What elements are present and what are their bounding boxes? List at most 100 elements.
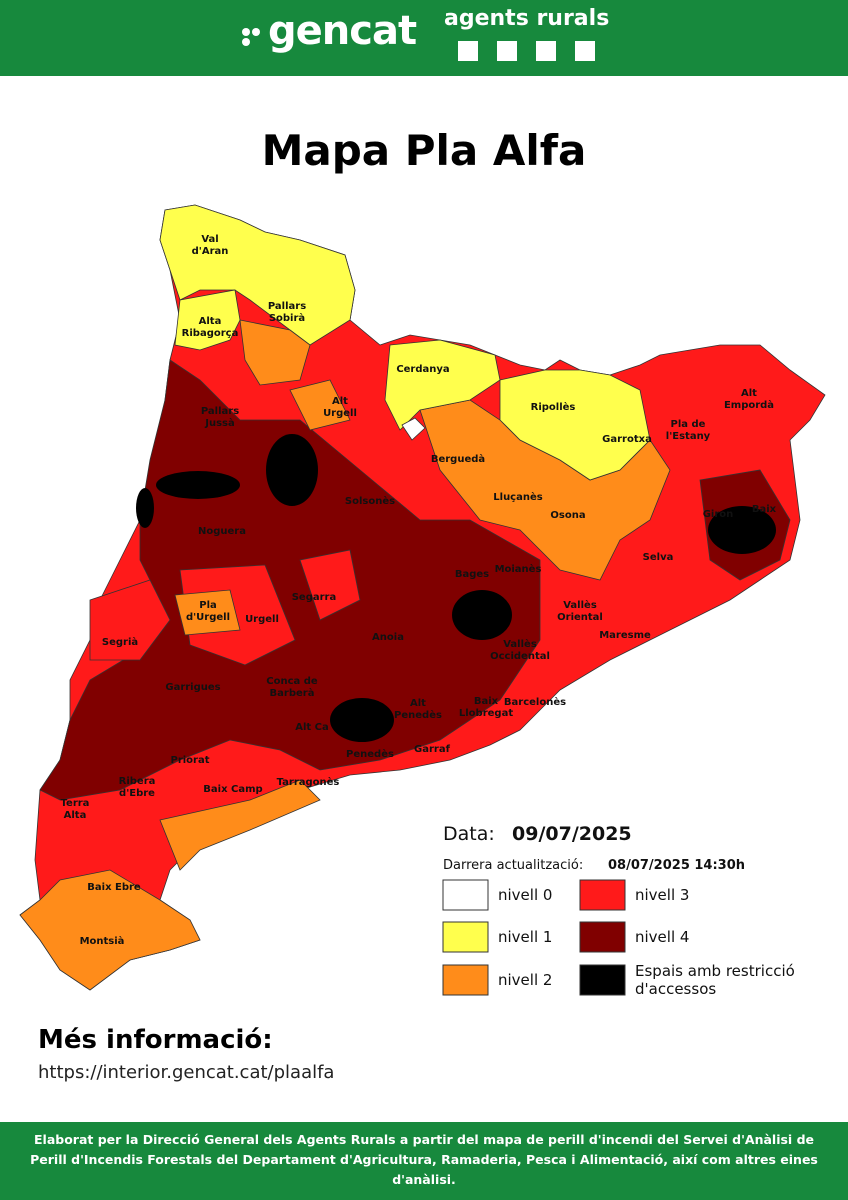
info-url[interactable]: https://interior.gencat.cat/plaalfa [38, 1062, 335, 1083]
region-level-2 [239, 319, 311, 386]
legend-swatch [579, 964, 626, 996]
restricted-area [266, 434, 318, 506]
region-label: Garrotxa [602, 434, 652, 445]
region-label: Alt [410, 698, 426, 709]
legend-swatch [579, 921, 626, 953]
region-label: Vallès [563, 599, 597, 611]
region-level-1 [384, 339, 501, 431]
unit-square [575, 41, 595, 61]
region-label: Baix Camp [203, 784, 262, 795]
region-label: Baix [752, 504, 777, 515]
region-label: Montsià [80, 935, 125, 947]
restricted-area [136, 488, 154, 528]
region-label: Alta [64, 810, 87, 821]
region-label: Bages [455, 569, 489, 580]
region-label: Selva [643, 552, 674, 563]
region-level-0 [401, 417, 426, 441]
region-label: Baix Ebre [87, 882, 141, 893]
region-label: Ribagorça [182, 328, 239, 339]
region-label: Moianès [495, 563, 542, 575]
restricted-area [156, 471, 240, 499]
region-level-3 [299, 549, 361, 621]
region-label: Baix [474, 696, 499, 707]
region-label: Vallès [503, 638, 537, 650]
region-label: Segarra [292, 592, 337, 603]
region-label: Barberà [270, 687, 315, 699]
logo-dot [242, 38, 250, 46]
update-value: 08/07/2025 14:30h [608, 858, 745, 873]
legend-label: nivell 2 [498, 971, 552, 989]
region-label: Osona [550, 510, 585, 521]
date-value: 09/07/2025 [512, 823, 632, 845]
region-label: Lluçanès [493, 491, 542, 503]
region-label: Empordà [724, 399, 774, 411]
region-label: Noguera [198, 526, 246, 537]
region-label: Alt [332, 396, 348, 407]
header: gencat agents rurals [0, 0, 848, 76]
legend-swatch [579, 879, 626, 911]
region-level-2 [159, 779, 321, 871]
region-label: Penedès [394, 709, 442, 721]
region-label: Ripollès [531, 401, 576, 413]
region-label: Garraf [414, 744, 451, 755]
region-label: Barcelonès [504, 696, 566, 708]
region-label: Alt Ca [295, 722, 329, 733]
region-level-2 [19, 869, 201, 991]
region-label: Conca de [266, 676, 318, 687]
map: Vald'AranAltaRibagorçaPallarsSobiràPalla… [19, 204, 826, 998]
region-label: Sobirà [269, 312, 305, 324]
region-label: Anoia [372, 632, 404, 643]
region-label: Pallars [201, 406, 239, 417]
brand: gencat [268, 8, 417, 54]
region-label: Giron [703, 509, 734, 520]
region-label: d'Urgell [186, 612, 230, 623]
legend-swatch [442, 964, 489, 996]
legend-label: nivell 3 [635, 886, 689, 904]
region-label: Val [201, 234, 218, 245]
restricted-area [452, 590, 512, 640]
date-label: Data: [443, 823, 495, 845]
unit-square [497, 41, 517, 61]
footer: Elaborat per la Direcció General dels Ag… [0, 1122, 848, 1200]
region-label: Llobregat [459, 708, 513, 719]
region-level-2 [174, 589, 241, 636]
region-label: Urgell [323, 408, 357, 419]
region-label: Alt [741, 388, 757, 399]
legend-label: nivell 4 [635, 928, 689, 946]
legend-label: Espais amb restricció [635, 962, 795, 980]
region-label: Priorat [170, 755, 209, 766]
region-level-1 [174, 289, 241, 351]
region-level-1 [499, 369, 651, 481]
region-label: Occidental [490, 651, 550, 662]
title: Mapa Pla Alfa [261, 126, 587, 175]
restricted-areas [136, 434, 776, 742]
unit-name: agents rurals [444, 6, 610, 31]
unit-square [536, 41, 556, 61]
region-label: Berguedà [431, 453, 485, 465]
legend-swatch [442, 921, 489, 953]
region-label: Oriental [557, 612, 603, 623]
region-label: Garrigues [165, 682, 220, 693]
region-level-2 [289, 379, 351, 431]
region-label: Pallars [268, 301, 306, 312]
region-label: Maresme [599, 630, 651, 641]
region-label: l'Estany [666, 431, 711, 442]
logo-dot [252, 28, 260, 36]
unit-square [458, 41, 478, 61]
legend-swatch [442, 879, 489, 911]
restricted-area [708, 506, 776, 554]
logo-dot [242, 28, 250, 36]
region-labels: Vald'AranAltaRibagorçaPallarsSobiràPalla… [61, 234, 777, 947]
region-label: Solsonès [345, 495, 395, 507]
region-label: Pla [199, 600, 217, 611]
regions [19, 204, 826, 991]
legend-label: d'accessos [635, 980, 716, 998]
region-level-3 [89, 579, 171, 661]
region-label: Pla de [671, 419, 706, 430]
region-label: Cerdanya [396, 364, 449, 375]
legend: Data: 09/07/2025 Darrera actualització: … [442, 823, 795, 998]
legend-label: nivell 0 [498, 886, 552, 904]
restricted-area [330, 698, 394, 742]
region-label: Urgell [245, 614, 279, 625]
